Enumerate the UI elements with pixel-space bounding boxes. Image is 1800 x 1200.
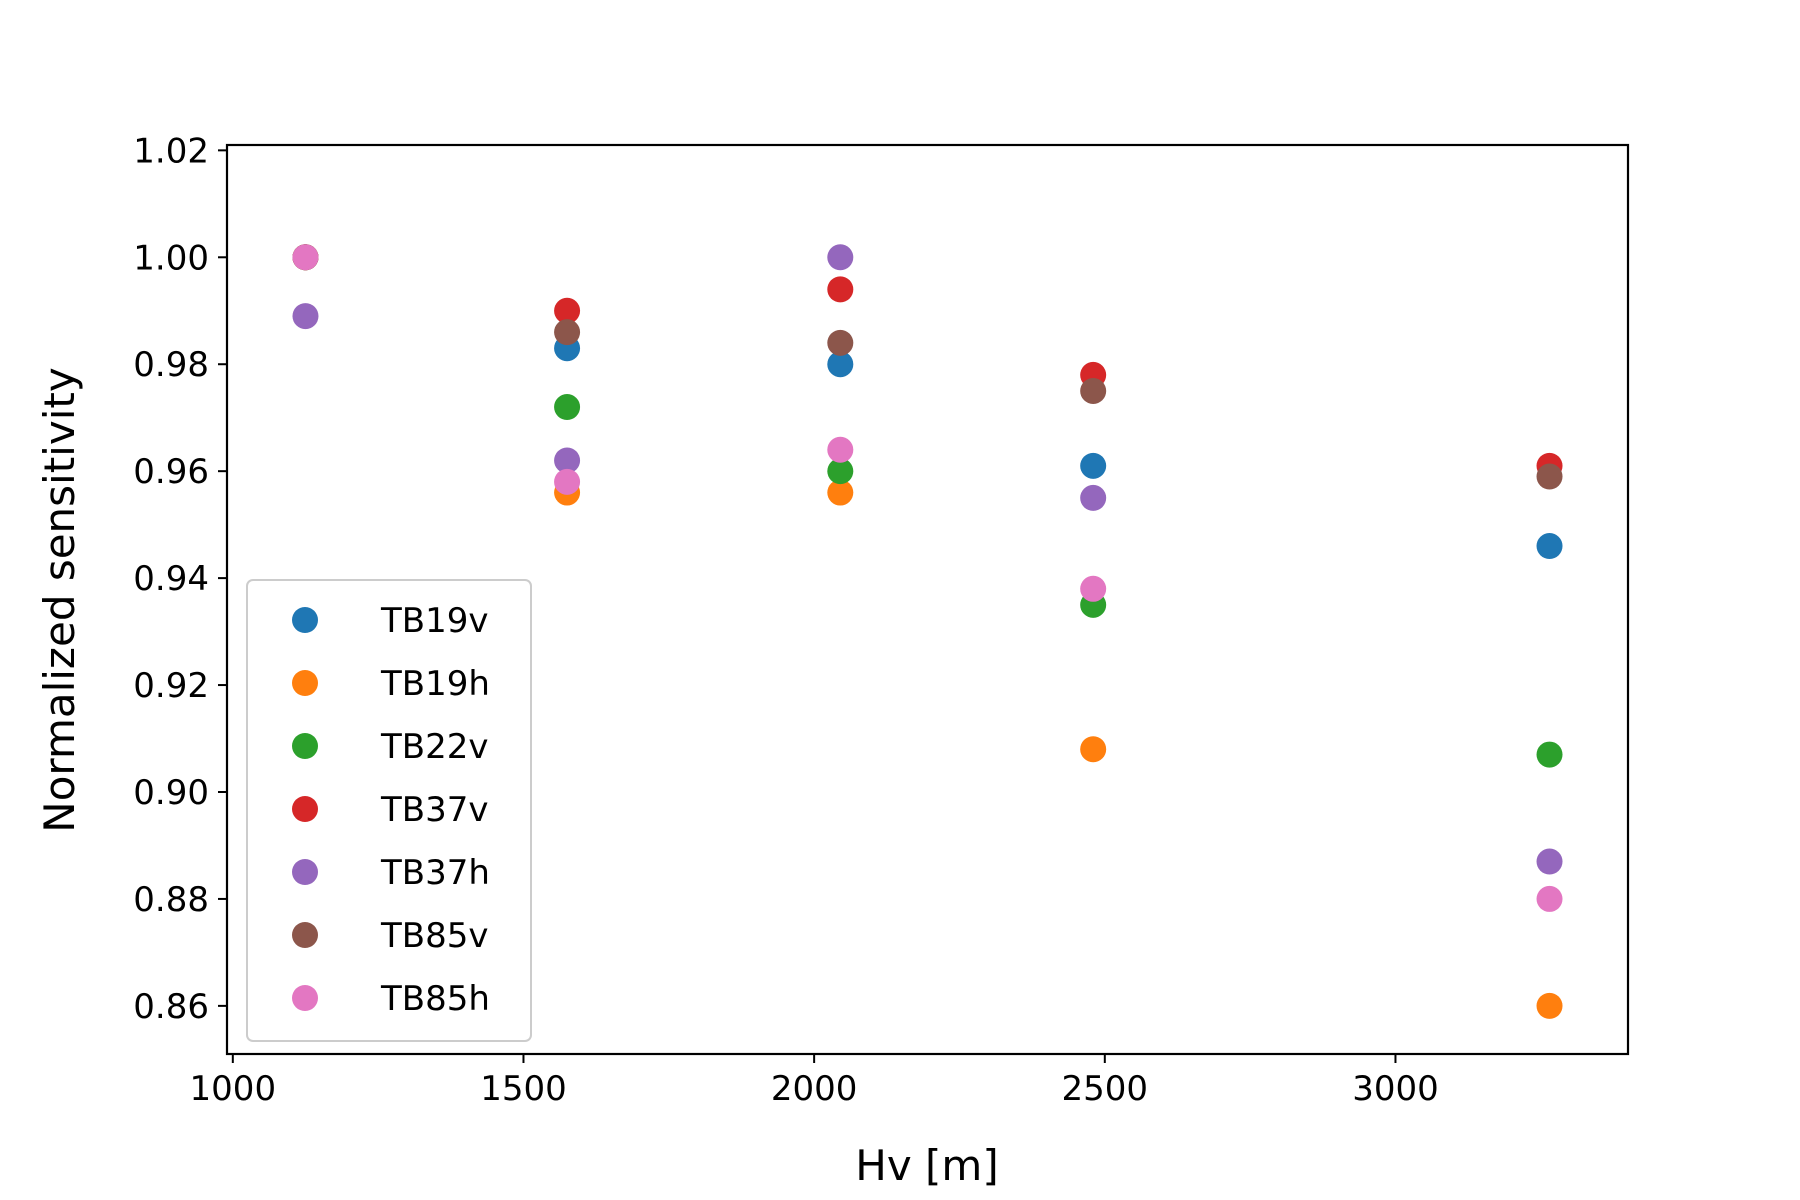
data-point	[1080, 377, 1107, 404]
legend-marker	[292, 733, 318, 759]
data-point	[1080, 452, 1107, 479]
legend-item: TB37h	[292, 853, 490, 893]
data-point	[827, 479, 854, 506]
y-tick-label: 0.88	[133, 880, 209, 920]
data-point	[1536, 463, 1563, 490]
data-point	[1536, 992, 1563, 1019]
data-point	[1536, 885, 1563, 912]
legend-label: TB19v	[380, 601, 488, 641]
data-point	[1536, 741, 1563, 768]
y-axis: 0.86 0.88 0.90 0.92 0.94 0.96 0.98 1.00 1.02	[133, 131, 227, 1027]
y-tick-label: 0.92	[133, 666, 209, 706]
legend-label: TB37h	[380, 853, 490, 893]
legend-label: TB19h	[380, 664, 490, 704]
legend-marker	[292, 985, 318, 1011]
data-point	[1080, 484, 1107, 511]
y-tick-label: 0.96	[133, 452, 209, 492]
legend-box	[246, 579, 532, 1042]
series-tb37h	[292, 244, 1563, 875]
y-tick-label: 0.98	[133, 345, 209, 385]
legend-item: TB85v	[292, 916, 488, 956]
legend-label: TB22v	[380, 727, 488, 767]
legend-marker	[292, 607, 318, 633]
data-point	[1080, 575, 1107, 602]
data-point	[292, 244, 319, 271]
legend-item: TB19v	[292, 601, 488, 641]
x-axis-label: Hv [m]	[855, 1141, 998, 1190]
x-tick-label: 2000	[771, 1069, 858, 1109]
data-points	[292, 244, 1563, 1019]
data-point	[827, 244, 854, 271]
data-point	[554, 297, 581, 324]
data-point	[292, 303, 319, 330]
legend: TB19v TB19h TB22v TB37v TB37h TB85v TB85h	[246, 579, 532, 1042]
x-axis: 1000 1500 2000 2500 3000	[190, 1054, 1439, 1109]
legend-marker	[292, 859, 318, 885]
y-axis-label: Normalized sensitivity	[35, 367, 84, 832]
data-point	[827, 458, 854, 485]
data-point	[827, 351, 854, 378]
data-point	[1536, 848, 1563, 875]
x-tick-label: 1500	[480, 1069, 567, 1109]
y-tick-label: 1.02	[133, 131, 209, 171]
legend-item: TB85h	[292, 979, 490, 1019]
x-tick-label: 1000	[190, 1069, 277, 1109]
x-tick-label: 3000	[1352, 1069, 1439, 1109]
data-point	[554, 394, 581, 421]
legend-item: TB37v	[292, 790, 488, 830]
series-tb85v	[292, 244, 1563, 490]
x-tick-label: 2500	[1062, 1069, 1149, 1109]
y-tick-label: 0.90	[133, 773, 209, 813]
data-point	[827, 436, 854, 463]
plot-frame	[225, 143, 1630, 1056]
legend-marker	[292, 922, 318, 948]
legend-item: TB19h	[292, 664, 490, 704]
legend-label: TB37v	[380, 790, 488, 830]
data-point	[1536, 533, 1563, 560]
legend-label: TB85h	[380, 979, 490, 1019]
y-tick-label: 0.86	[133, 987, 209, 1027]
data-point	[1080, 736, 1107, 763]
legend-item: TB22v	[292, 727, 488, 767]
legend-label: TB85v	[380, 916, 488, 956]
legend-marker	[292, 670, 318, 696]
data-point	[554, 468, 581, 495]
data-point	[554, 447, 581, 474]
y-tick-label: 1.00	[133, 238, 209, 278]
y-tick-label: 0.94	[133, 559, 209, 599]
data-point	[554, 319, 581, 346]
series-tb85h	[292, 244, 1563, 912]
data-point	[827, 329, 854, 356]
data-point	[827, 276, 854, 303]
legend-marker	[292, 796, 318, 822]
